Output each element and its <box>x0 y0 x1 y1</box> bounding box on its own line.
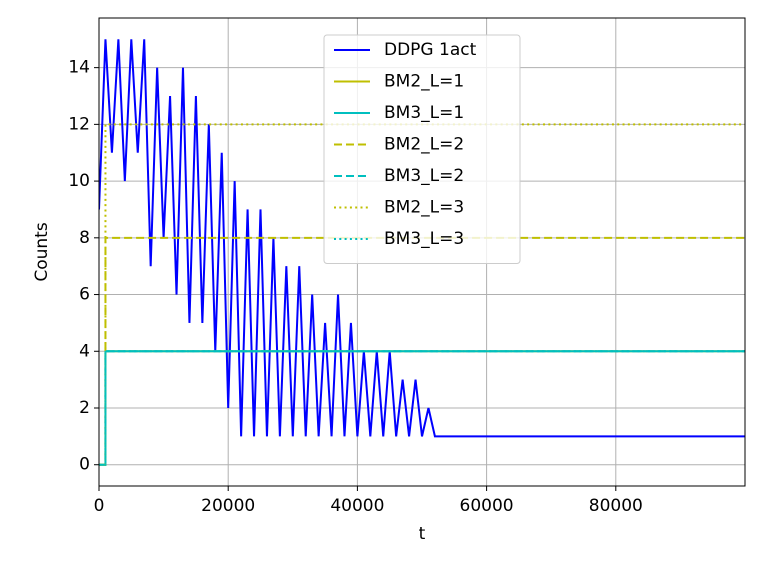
y-tick-label: 14 <box>68 58 90 78</box>
x-tick-label: 0 <box>94 496 105 516</box>
y-tick-label: 8 <box>79 228 90 248</box>
y-tick-label: 2 <box>79 398 90 418</box>
line <box>99 350 745 466</box>
legend-label: BM3_L=3 <box>384 229 464 249</box>
x-tick-label: 60000 <box>460 496 514 516</box>
x-tick-label: 20000 <box>201 496 255 516</box>
legend-label: BM3_L=1 <box>384 103 464 123</box>
y-axis-label: Counts <box>32 222 52 281</box>
y-tick-label: 10 <box>68 171 90 191</box>
legend-label: BM2_L=1 <box>384 72 464 92</box>
x-tick-label: 80000 <box>589 496 643 516</box>
legend-box <box>323 34 521 264</box>
y-tick-label: 0 <box>79 455 90 475</box>
y-tick-label: 6 <box>79 285 90 305</box>
legend-label: DDPG 1act <box>384 40 477 60</box>
line <box>99 39 745 438</box>
legend-label: BM2_L=3 <box>384 198 464 218</box>
x-axis-label: t <box>419 524 426 544</box>
y-tick-label: 12 <box>68 114 90 134</box>
x-tick-label: 40000 <box>330 496 384 516</box>
y-tick-label: 4 <box>79 341 90 361</box>
line <box>99 123 745 466</box>
legend-label: BM3_L=2 <box>384 166 464 186</box>
plot-frame <box>98 17 746 487</box>
legend-label: BM2_L=2 <box>384 135 464 155</box>
